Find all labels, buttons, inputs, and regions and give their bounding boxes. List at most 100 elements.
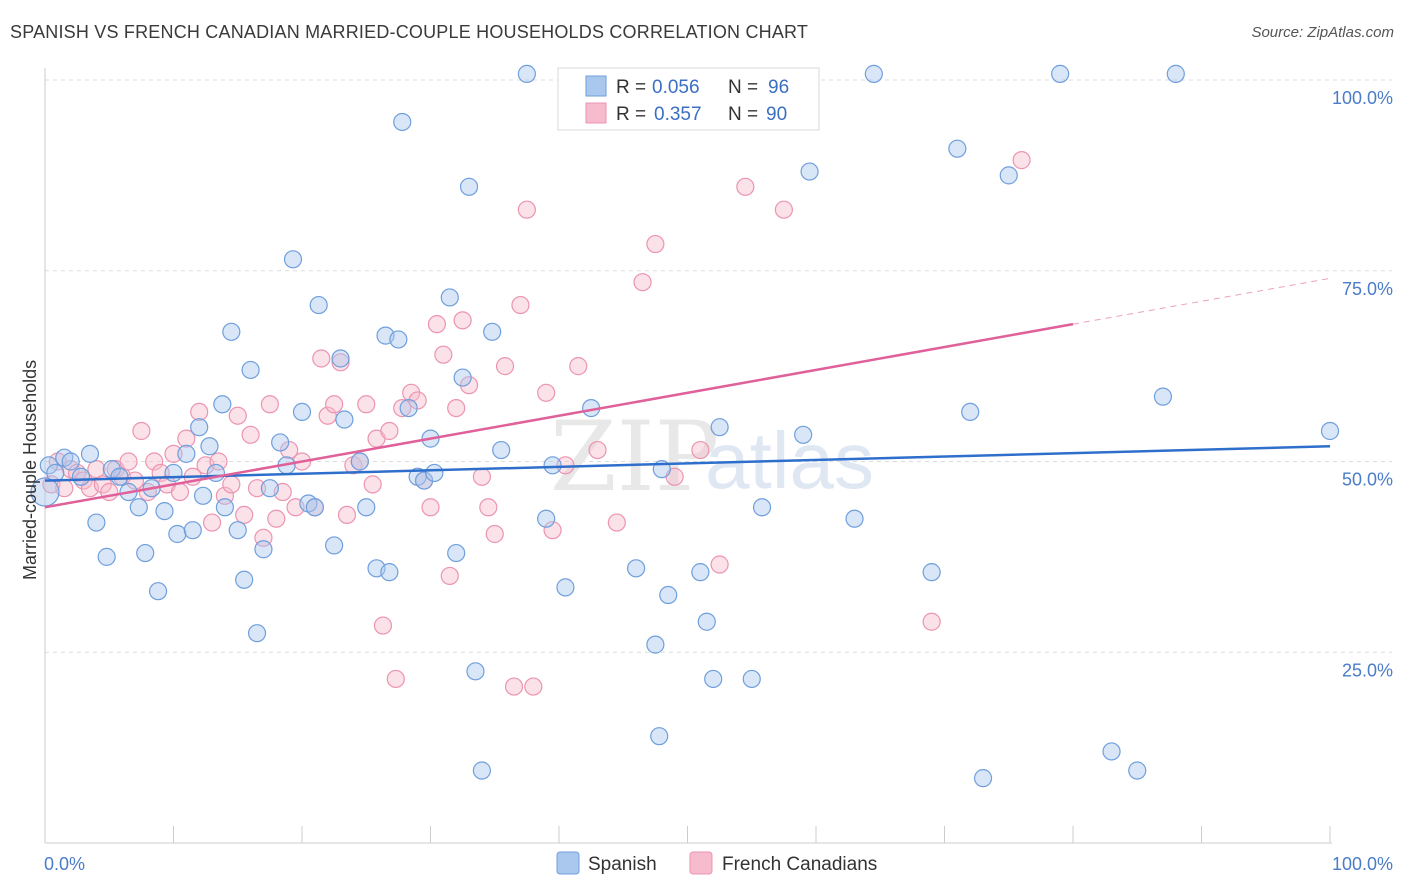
spanish-point: [697, 612, 716, 631]
spanish-point: [794, 425, 813, 444]
spanish-point: [1166, 64, 1185, 83]
french-canadians-point: [357, 395, 376, 414]
y-tick-labels: 25.0% 50.0% 75.0% 100.0%: [1332, 88, 1393, 680]
french-canadians-point: [132, 421, 151, 441]
spanish-point: [999, 166, 1018, 185]
spanish-point: [164, 463, 183, 483]
spanish-point: [136, 543, 155, 563]
spanish-point: [752, 498, 772, 517]
spanish-point: [155, 501, 174, 521]
french-canadians-point: [569, 357, 588, 376]
y-axis-label: Married-couple Households: [20, 360, 40, 580]
french-canadians-point: [537, 383, 556, 402]
french-canadians-point: [517, 200, 536, 219]
french-canadians-point: [774, 200, 793, 219]
spanish-r-value: 0.056: [652, 77, 700, 98]
french-canadians-point: [145, 452, 164, 471]
french-canadians-point: [260, 395, 279, 414]
french-canadians-point: [421, 498, 440, 517]
spanish-point: [200, 437, 219, 456]
spanish-point: [440, 288, 459, 307]
french-canadians-point: [164, 444, 183, 463]
french-canadians-point: [453, 311, 472, 330]
spanish-point: [537, 509, 556, 528]
french-canadians-point: [459, 376, 479, 395]
spanish-point: [61, 452, 80, 471]
french-canadians-point: [736, 177, 755, 196]
french-canadians-point: [1012, 151, 1031, 170]
spanish-point: [459, 177, 479, 196]
french-canadians-point: [177, 429, 196, 448]
french-canadians-point: [235, 505, 254, 525]
grid: [45, 79, 1392, 653]
spanish-point: [389, 330, 408, 349]
spanish-point: [260, 479, 279, 498]
spanish-point: [110, 467, 129, 486]
spanish-point: [864, 64, 883, 83]
french-canadians-point: [495, 357, 515, 376]
stats-legend: R = 0.056 N = 96 R = 0.357 N = 90: [557, 67, 820, 131]
french-canadians-point: [119, 452, 138, 471]
series-legend: Spanish French Canadians: [556, 851, 877, 875]
french-canadians-point: [325, 395, 344, 414]
spanish-point: [961, 402, 980, 422]
spanish-point: [213, 395, 232, 414]
spanish-point: [215, 498, 234, 517]
french-canadians-point: [312, 349, 331, 368]
french-canadians-point: [241, 425, 260, 444]
x-tick-labels: 0.0% 100.0%: [44, 854, 1393, 874]
spanish-point: [335, 410, 354, 429]
spanish-point: [193, 486, 213, 505]
french-canadians-point: [543, 521, 562, 540]
french-canadians-point: [87, 460, 106, 479]
spanish-point: [466, 662, 485, 681]
spanish-point: [350, 452, 369, 471]
spanish-point: [271, 433, 290, 452]
spanish-swatch: [585, 75, 607, 97]
series-french-canadians: [42, 151, 1031, 696]
spanish-point: [800, 162, 819, 181]
spanish-point: [659, 585, 678, 605]
french-canadians-point: [125, 471, 145, 490]
spanish-point: [393, 112, 412, 132]
spanish-point: [183, 521, 202, 540]
spanish-point: [626, 559, 646, 578]
spanish-point: [177, 444, 196, 463]
spanish-point: [517, 64, 536, 83]
spanish-point: [453, 368, 472, 387]
spanish-trend-line: [44, 444, 1331, 482]
french-r-value: 0.357: [654, 104, 702, 125]
spanish-point: [228, 521, 247, 540]
y-tick-label: 25.0%: [1342, 660, 1393, 680]
spanish-r-label: R =: [616, 77, 646, 98]
x-tick-label: 0.0%: [44, 854, 85, 874]
french-canadians-point: [472, 467, 491, 486]
spanish-point: [399, 398, 418, 418]
spanish-point: [1051, 64, 1070, 83]
spanish-point: [292, 402, 312, 422]
spanish-point: [414, 471, 434, 490]
french-canadians-point: [228, 406, 247, 425]
y-tick-label: 75.0%: [1342, 279, 1393, 299]
french-canadians-point: [247, 479, 267, 498]
spanish-point: [483, 322, 502, 341]
chart-title: SPANISH VS FRENCH CANADIAN MARRIED-COUPL…: [10, 22, 809, 42]
spanish-point: [1102, 742, 1121, 761]
spanish-point: [283, 250, 303, 269]
spanish-point: [447, 543, 466, 563]
french-canadians-point: [504, 677, 524, 696]
spanish-point: [948, 139, 967, 158]
french-canadians-point: [331, 353, 350, 372]
french-canadians-point: [380, 421, 399, 441]
spanish-point: [710, 418, 729, 437]
spanish-point: [425, 463, 444, 483]
french-canadians-point: [222, 475, 241, 494]
spanish-point: [80, 444, 100, 463]
spanish-point: [247, 624, 267, 643]
spanish-point: [1153, 387, 1173, 406]
spanish-point: [492, 440, 511, 460]
spanish-point: [1128, 761, 1147, 780]
spanish-point: [71, 467, 91, 486]
spanish-point: [742, 669, 761, 689]
